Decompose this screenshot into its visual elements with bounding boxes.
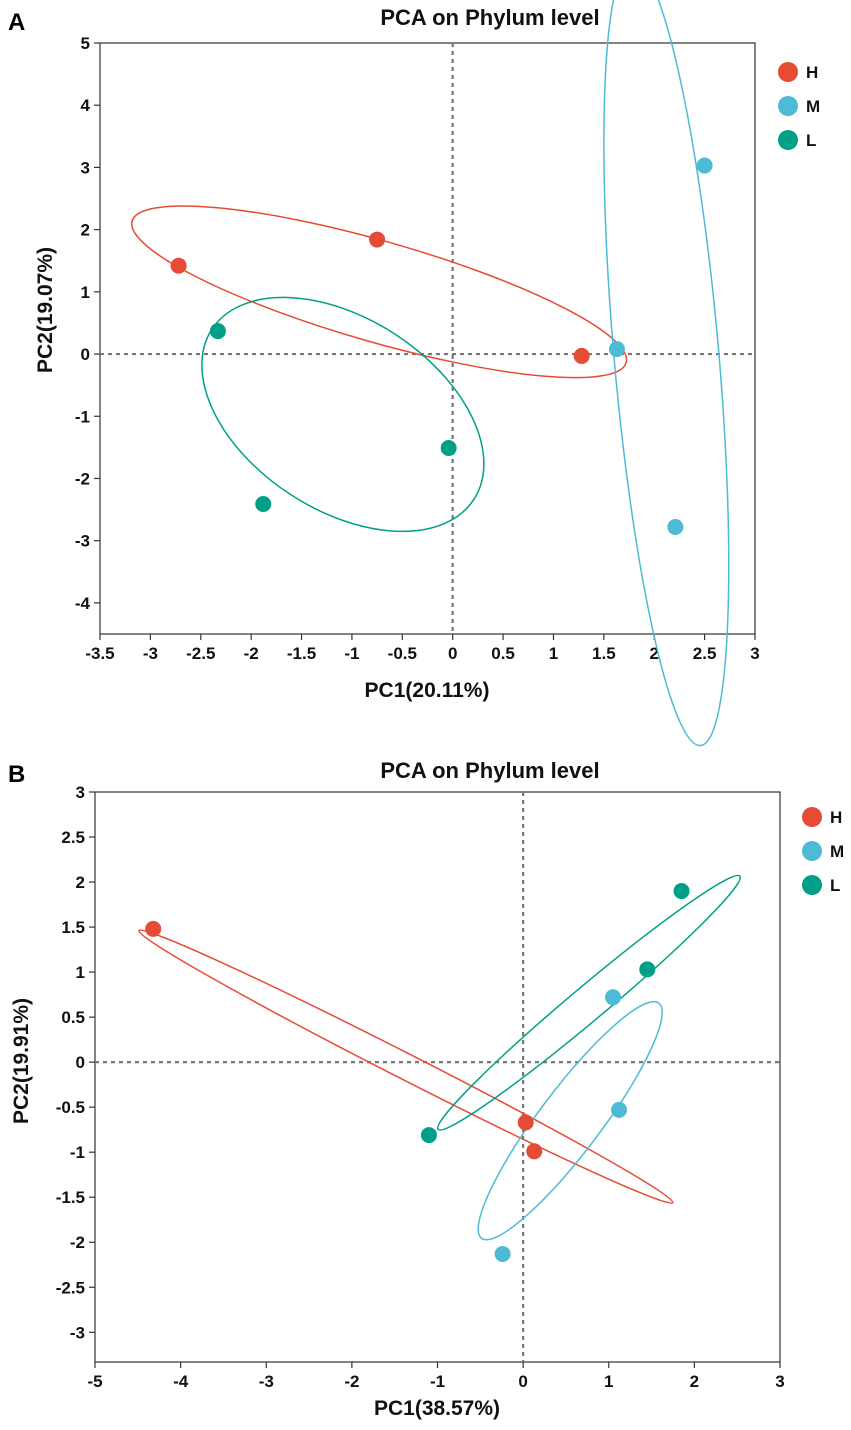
panel-b-y-tick-label: -1 — [70, 1143, 85, 1162]
panel-b-y-axis-label: PC2(19.91%) — [10, 998, 33, 1124]
panel-a-x-tick-label: -1.5 — [287, 644, 316, 663]
panel-b-legend-label-m: M — [830, 842, 844, 861]
panel-b-x-tick-label: 1 — [604, 1372, 613, 1391]
panel-a-legend-marker-l — [778, 130, 798, 150]
panel-b-point-h — [145, 920, 162, 937]
panel-b-point-l — [420, 1127, 437, 1144]
panel-b-point-h — [517, 1114, 534, 1131]
panel-a-x-tick-label: 2.5 — [693, 644, 717, 663]
panel-a-x-tick-label: 1.5 — [592, 644, 616, 663]
panel-b-x-tick-label: -4 — [173, 1372, 189, 1391]
panel-a-y-tick-label: 0 — [81, 345, 90, 364]
panel-b-point-h — [526, 1143, 543, 1160]
panel-b-ellipse-h — [137, 929, 674, 1204]
panel-a-ellipse-h — [130, 205, 628, 379]
panel-a-point-h — [369, 231, 386, 248]
panel-a-point-m — [667, 518, 684, 535]
panel-a-y-tick-label: 1 — [81, 283, 90, 302]
panel-b-x-tick-label: -5 — [87, 1372, 102, 1391]
panel-b-ellipse-m — [477, 1000, 663, 1241]
panel-b-y-tick-label: 0.5 — [61, 1008, 85, 1027]
panel-b-y-tick-label: 2.5 — [61, 828, 85, 847]
panel-b-point-l — [639, 961, 656, 978]
panel-a-x-tick-label: -0.5 — [388, 644, 417, 663]
panel-a-ellipse-m — [603, 0, 730, 747]
panel-b-x-tick-label: -3 — [259, 1372, 274, 1391]
panel-b-legend-marker-h — [802, 807, 822, 827]
panel-b-y-tick-label: 2 — [76, 873, 85, 892]
panel-b-y-tick-label: -2 — [70, 1233, 85, 1252]
panel-b-legend-marker-m — [802, 841, 822, 861]
panel-a-x-tick-label: -3.5 — [85, 644, 114, 663]
panel-a-y-tick-label: -3 — [75, 532, 90, 551]
panel-b-legend-marker-l — [802, 875, 822, 895]
panel-b-x-tick-label: -2 — [344, 1372, 359, 1391]
panel-b-y-tick-label: 3 — [76, 783, 85, 802]
panel-b-x-axis-label: PC1(38.57%) — [374, 1397, 500, 1420]
panel-b-legend-label-l: L — [830, 876, 840, 895]
panel-a-x-tick-label: -1 — [344, 644, 359, 663]
panel-b-y-tick-label: -1.5 — [56, 1188, 85, 1207]
panel-a-x-axis-label: PC1(20.11%) — [365, 679, 490, 702]
panel-a-x-tick-label: 1 — [549, 644, 558, 663]
panel-b-title: PCA on Phylum level — [380, 758, 599, 783]
panel-b-point-m — [494, 1245, 511, 1262]
panel-b-y-tick-label: -3 — [70, 1323, 85, 1342]
panel-b-point-m — [605, 989, 622, 1006]
panel-a-y-tick-label: 5 — [81, 34, 90, 53]
panel-b-x-tick-label: 0 — [518, 1372, 527, 1391]
panel-a-x-tick-label: 2 — [649, 644, 658, 663]
panel-a-y-axis-label: PC2(19.07%) — [34, 247, 57, 373]
panel-a-y-tick-label: 2 — [81, 221, 90, 240]
panel-a-y-tick-label: 4 — [81, 96, 91, 115]
panel-b-y-tick-label: -2.5 — [56, 1278, 85, 1297]
panel-b-y-tick-label: 0 — [76, 1053, 85, 1072]
panel-a-y-tick-label: -2 — [75, 469, 90, 488]
panel-a-point-l — [440, 439, 457, 456]
panel-a-point-h — [573, 347, 590, 364]
panel-a-plot-frame — [99, 42, 756, 635]
panel-b-x-tick-label: 2 — [690, 1372, 699, 1391]
panel-a-point-l — [255, 495, 272, 512]
panel-a-x-tick-label: 0 — [448, 644, 457, 663]
panel-b-y-tick-label: 1.5 — [61, 918, 85, 937]
panel-a-x-tick-label: 3 — [750, 644, 759, 663]
panel-a-point-m — [608, 341, 625, 358]
panel-a-legend-label-m: M — [806, 97, 820, 116]
panel-a-y-tick-label: -1 — [75, 407, 90, 426]
panel-b-x-tick-label: -1 — [430, 1372, 445, 1391]
panel-a-x-tick-label: 0.5 — [491, 644, 515, 663]
panel-a-x-tick-label: -2 — [244, 644, 259, 663]
panel-a-point-h — [170, 257, 187, 274]
panel-b-plot-frame — [94, 791, 781, 1363]
panel-a-point-m — [696, 157, 713, 174]
panel-a-x-tick-label: -3 — [143, 644, 158, 663]
panel-b-point-l — [673, 883, 690, 900]
panel-a-plot: -3.5 -3 -2.5 -2 -1.5 -1 -0.5 0 0.5 1 1.5 2 2.5 3 5 4 3 2 1… — [75, 0, 820, 747]
panel-b-y-tick-label: 1 — [76, 963, 85, 982]
panel-a-title: PCA on Phylum level — [380, 5, 599, 30]
panel-b-y-tick-label: -0.5 — [56, 1098, 85, 1117]
panel-a-ellipse-l — [201, 296, 485, 533]
panel-a-x-tick-label: -2.5 — [186, 644, 215, 663]
panel-a-y-tick-label: 3 — [81, 158, 90, 177]
panel-b-letter: B — [8, 761, 25, 788]
panel-a-letter: A — [8, 9, 25, 36]
panel-a-point-l — [209, 323, 226, 340]
panel-b-point-m — [611, 1101, 628, 1118]
panel-b-plot: -5 -4 -3 -2 -1 0 1 2 3 3 2.5 2 1.5 1 0.5 0 -0.5 -1 -1.5 -2 -… — [56, 783, 844, 1391]
panel-a-legend-marker-m — [778, 96, 798, 116]
panel-b-x-tick-label: 3 — [775, 1372, 784, 1391]
panel-a-legend-label-l: L — [806, 131, 816, 150]
panel-b-ellipse-l — [437, 874, 742, 1131]
panel-a-legend-marker-h — [778, 62, 798, 82]
panel-a-legend-label-h: H — [806, 63, 818, 82]
panel-a-y-tick-label: -4 — [75, 594, 91, 613]
panel-b-legend-label-h: H — [830, 808, 842, 827]
